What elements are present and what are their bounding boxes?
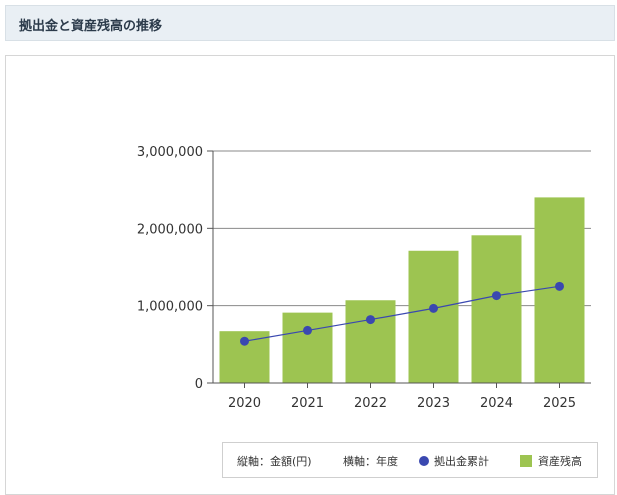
y-tick-label: 0 xyxy=(195,377,203,392)
x-tick-label: 2023 xyxy=(417,396,450,411)
x-tick-label: 2022 xyxy=(354,396,387,411)
legend: 縦軸：金額(円) 横軸：年度 拠出金累計 資産残高 xyxy=(222,442,598,478)
axis-layer xyxy=(207,150,591,388)
panel-title: 拠出金と資産残高の推移 xyxy=(19,19,163,34)
grid-layer xyxy=(213,150,591,307)
line-point-2024 xyxy=(492,291,501,301)
line-point-2023 xyxy=(429,303,438,313)
line-layer xyxy=(240,281,564,346)
cumulative-contribution-line xyxy=(244,285,560,342)
panel-header: 拠出金と資産残高の推移 xyxy=(5,5,615,41)
label-layer: 0 1,000,000 2,000,000 3,000,000 2020 2021 2022… xyxy=(137,145,576,411)
legend-bar-label: 資産残高 xyxy=(538,455,582,468)
bar-2021 xyxy=(282,312,333,383)
legend-line-marker-icon xyxy=(419,456,429,466)
legend-x-axis-note: 横軸：年度 xyxy=(343,455,398,468)
line-point-2022 xyxy=(366,315,375,325)
bar-2022 xyxy=(345,300,396,383)
line-point-2020 xyxy=(240,336,249,346)
chart-area: 0 1,000,000 2,000,000 3,000,000 2020 2021 2022… xyxy=(137,145,591,411)
bar-layer xyxy=(219,197,585,383)
y-tick-label: 1,000,000 xyxy=(137,300,203,315)
y-tick-label: 3,000,000 xyxy=(137,145,203,160)
x-tick-label: 2025 xyxy=(543,396,576,411)
legend-bar-swatch-icon xyxy=(520,455,532,467)
y-tick-label: 2,000,000 xyxy=(137,222,203,237)
line-point-2025 xyxy=(555,281,564,291)
legend-y-axis-note: 縦軸：金額(円) xyxy=(237,455,312,468)
line-point-2021 xyxy=(303,325,312,335)
bar-2024 xyxy=(471,235,522,383)
x-tick-label: 2024 xyxy=(480,396,513,411)
x-tick-label: 2021 xyxy=(291,396,324,411)
x-tick-label: 2020 xyxy=(228,396,261,411)
legend-line-label: 拠出金累計 xyxy=(434,455,489,468)
bar-2023 xyxy=(408,250,459,383)
